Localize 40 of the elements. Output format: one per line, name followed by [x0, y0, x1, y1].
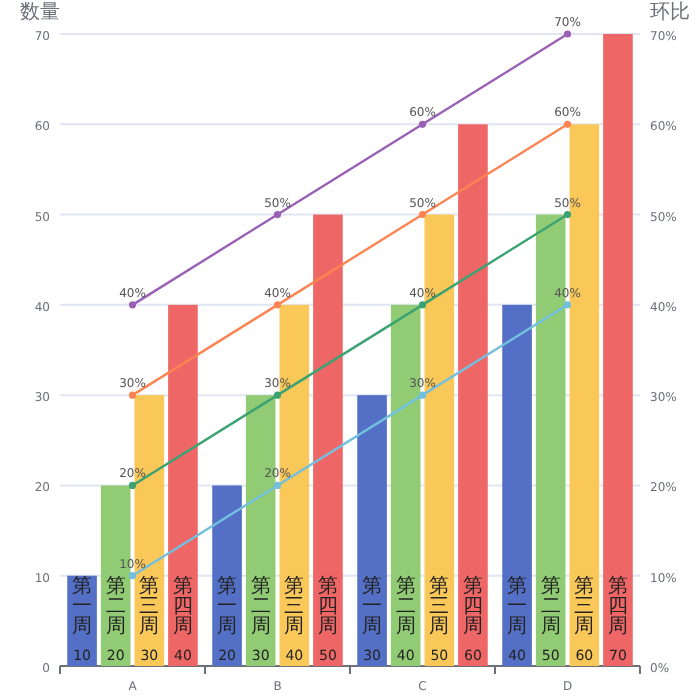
point — [128, 481, 137, 490]
point — [563, 301, 572, 309]
series-label: 第一周 — [72, 574, 93, 638]
series-label: 第三周 — [574, 574, 595, 638]
y-axis-title: 数量 — [20, 2, 60, 24]
point — [563, 30, 572, 38]
point — [128, 301, 137, 309]
series-label: 第二周 — [540, 574, 561, 638]
point — [273, 210, 282, 219]
point — [418, 120, 427, 128]
point — [563, 210, 572, 219]
bar — [603, 34, 633, 666]
point — [418, 391, 427, 399]
series-label: 第四周 — [607, 574, 628, 638]
point — [273, 301, 282, 309]
point — [273, 391, 282, 399]
text: 第二周 — [395, 576, 416, 638]
text: 第一周 — [507, 576, 528, 638]
point — [418, 301, 427, 309]
text: 第二周 — [250, 576, 271, 638]
y2-axis-title: 环比 — [650, 0, 690, 24]
text: 第四周 — [462, 576, 483, 638]
text: 第一周 — [217, 576, 238, 638]
point — [418, 210, 427, 219]
bar — [357, 395, 387, 666]
bar — [168, 304, 198, 666]
text: 第二周 — [105, 576, 126, 638]
bar — [458, 124, 488, 666]
point — [128, 572, 137, 580]
bar — [313, 214, 343, 666]
point — [563, 120, 572, 128]
text: 第四周 — [317, 576, 338, 638]
text: 第三周 — [284, 576, 305, 638]
point — [128, 391, 137, 399]
text: 第三周 — [139, 576, 160, 638]
bar — [502, 304, 532, 666]
text: 第三周 — [429, 576, 450, 638]
text: 第四周 — [172, 576, 193, 638]
point — [273, 481, 282, 490]
text: 第一周 — [362, 576, 383, 638]
